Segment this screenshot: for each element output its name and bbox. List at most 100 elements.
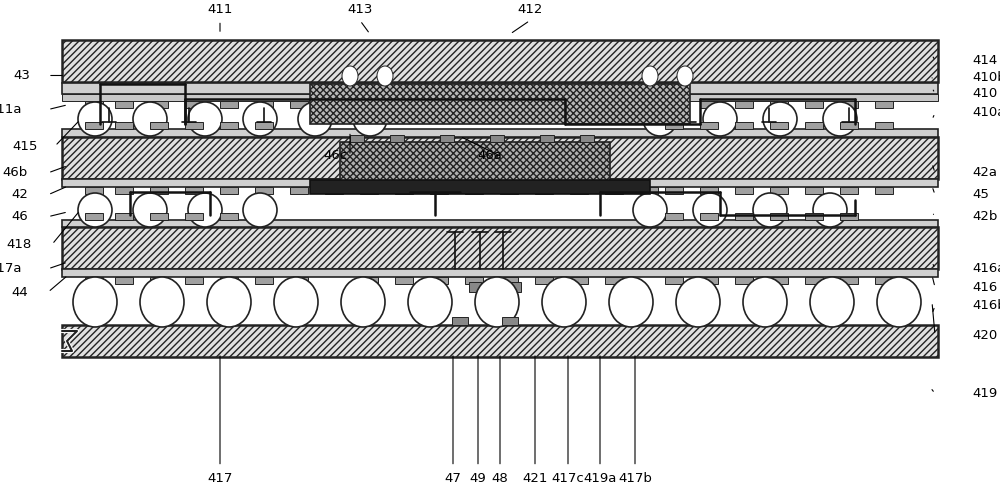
Bar: [395, 277, 413, 284]
Bar: [62, 269, 938, 277]
Ellipse shape: [643, 102, 677, 136]
Ellipse shape: [633, 193, 667, 227]
Text: 411a: 411a: [0, 103, 22, 116]
Bar: [185, 277, 203, 284]
Text: 419: 419: [972, 387, 997, 400]
Bar: [770, 213, 788, 220]
Bar: [469, 282, 481, 292]
Bar: [62, 179, 938, 187]
Text: 419a: 419a: [583, 472, 617, 486]
Bar: [150, 187, 168, 194]
Bar: [150, 101, 168, 108]
Bar: [700, 277, 718, 284]
Bar: [502, 317, 518, 325]
Text: 416a: 416a: [972, 262, 1000, 275]
Ellipse shape: [133, 102, 167, 136]
Ellipse shape: [823, 102, 857, 136]
Bar: [700, 213, 718, 220]
Bar: [570, 187, 588, 194]
Bar: [325, 187, 343, 194]
Bar: [535, 187, 553, 194]
Text: 413: 413: [347, 2, 373, 16]
Ellipse shape: [377, 66, 393, 86]
Ellipse shape: [274, 277, 318, 327]
Bar: [805, 277, 823, 284]
Bar: [570, 277, 588, 284]
Ellipse shape: [763, 102, 797, 136]
Bar: [290, 101, 308, 108]
Bar: [430, 277, 448, 284]
Ellipse shape: [207, 277, 251, 327]
Bar: [640, 187, 658, 194]
Text: 49: 49: [470, 472, 486, 486]
Bar: [465, 277, 483, 284]
Bar: [735, 101, 753, 108]
Bar: [840, 122, 858, 129]
Ellipse shape: [693, 193, 727, 227]
Ellipse shape: [609, 277, 653, 327]
Bar: [360, 187, 378, 194]
Ellipse shape: [188, 102, 222, 136]
Text: 44: 44: [11, 286, 28, 299]
Ellipse shape: [703, 102, 737, 136]
Bar: [290, 277, 308, 284]
Bar: [875, 122, 893, 129]
Ellipse shape: [298, 102, 332, 136]
Bar: [395, 187, 413, 194]
Ellipse shape: [542, 277, 586, 327]
Bar: [255, 101, 273, 108]
Bar: [700, 122, 718, 129]
Bar: [489, 282, 501, 292]
Bar: [490, 135, 504, 142]
Bar: [115, 101, 133, 108]
Bar: [875, 187, 893, 194]
Bar: [665, 213, 683, 220]
Bar: [770, 101, 788, 108]
Ellipse shape: [642, 66, 658, 86]
Bar: [840, 187, 858, 194]
Bar: [605, 277, 623, 284]
Bar: [580, 135, 594, 142]
Bar: [700, 187, 718, 194]
Bar: [85, 277, 103, 284]
Bar: [735, 187, 753, 194]
Text: 45: 45: [972, 188, 989, 201]
Bar: [220, 187, 238, 194]
Bar: [665, 122, 683, 129]
Bar: [440, 135, 454, 142]
Ellipse shape: [475, 277, 519, 327]
Text: 47: 47: [445, 472, 461, 486]
Bar: [62, 220, 938, 227]
Bar: [85, 213, 103, 220]
Text: 410b: 410b: [972, 72, 1000, 84]
Bar: [220, 277, 238, 284]
Text: 410a: 410a: [972, 107, 1000, 119]
Bar: [115, 213, 133, 220]
Bar: [350, 135, 364, 142]
Ellipse shape: [877, 277, 921, 327]
Text: 42a: 42a: [972, 167, 997, 179]
Bar: [340, 142, 610, 182]
Bar: [185, 213, 203, 220]
Bar: [805, 101, 823, 108]
Bar: [62, 227, 938, 269]
Bar: [465, 187, 483, 194]
Bar: [220, 122, 238, 129]
Bar: [150, 122, 168, 129]
Ellipse shape: [78, 193, 112, 227]
Bar: [115, 187, 133, 194]
Ellipse shape: [813, 193, 847, 227]
Text: 417c: 417c: [552, 472, 584, 486]
Bar: [62, 325, 938, 357]
Bar: [85, 187, 103, 194]
Bar: [85, 101, 103, 108]
Ellipse shape: [810, 277, 854, 327]
Bar: [310, 84, 690, 124]
Bar: [840, 277, 858, 284]
Text: 411: 411: [207, 2, 233, 16]
Text: 418: 418: [7, 238, 32, 251]
Text: 42b: 42b: [972, 210, 997, 223]
Text: 410: 410: [972, 87, 997, 100]
Text: 414: 414: [972, 55, 997, 67]
Bar: [115, 122, 133, 129]
